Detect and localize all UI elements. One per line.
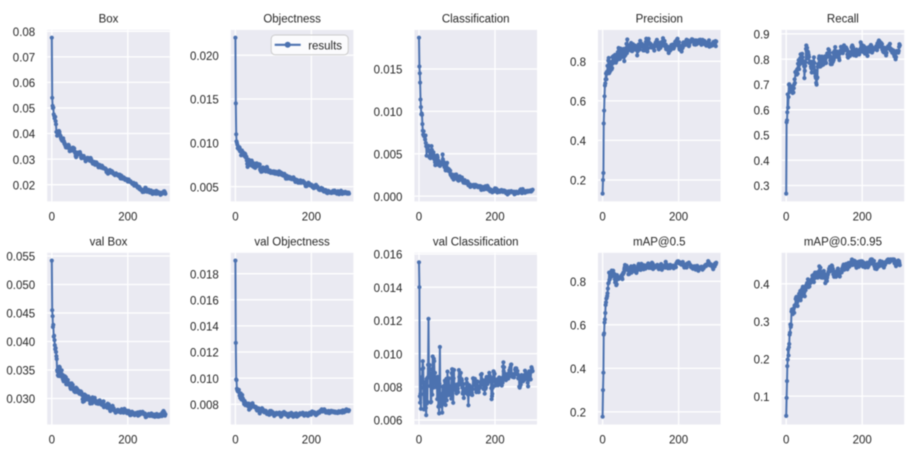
svg-text:0.035: 0.035 (6, 366, 35, 378)
svg-text:0.6: 0.6 (754, 105, 770, 117)
svg-text:0.2: 0.2 (754, 354, 770, 366)
svg-text:0.2: 0.2 (570, 408, 586, 420)
svg-text:0: 0 (232, 435, 238, 447)
svg-text:0.006: 0.006 (374, 416, 403, 428)
svg-text:0.015: 0.015 (374, 65, 403, 77)
svg-text:0.005: 0.005 (190, 182, 219, 194)
svg-text:0.3: 0.3 (754, 317, 770, 329)
svg-text:0: 0 (599, 435, 605, 447)
svg-text:0: 0 (783, 211, 789, 223)
svg-text:0.045: 0.045 (6, 309, 35, 321)
svg-text:0.014: 0.014 (374, 283, 403, 295)
svg-text:0: 0 (232, 211, 238, 223)
svg-text:0.02: 0.02 (13, 180, 35, 192)
svg-text:0.010: 0.010 (374, 107, 403, 119)
svg-text:0.010: 0.010 (190, 374, 219, 386)
svg-text:val Objectness: val Objectness (254, 237, 330, 249)
svg-text:0.008: 0.008 (374, 383, 403, 395)
svg-text:0.3: 0.3 (754, 181, 770, 193)
svg-text:0.000: 0.000 (374, 192, 403, 204)
svg-text:0.055: 0.055 (6, 252, 35, 264)
svg-text:0.05: 0.05 (13, 104, 35, 116)
svg-text:0.4: 0.4 (570, 136, 587, 148)
svg-text:0.8: 0.8 (570, 277, 586, 289)
svg-text:0: 0 (783, 435, 789, 447)
svg-text:0.4: 0.4 (754, 156, 771, 168)
svg-text:0.015: 0.015 (190, 95, 219, 107)
svg-text:0.4: 0.4 (754, 280, 771, 292)
svg-text:0.014: 0.014 (190, 322, 219, 334)
svg-text:mAP@0.5: mAP@0.5 (633, 237, 686, 249)
svg-text:200: 200 (118, 435, 137, 447)
svg-text:200: 200 (485, 211, 504, 223)
svg-text:Recall: Recall (827, 14, 859, 26)
svg-text:0.4: 0.4 (570, 364, 587, 376)
svg-text:0.8: 0.8 (570, 57, 586, 69)
svg-text:Classification: Classification (442, 14, 510, 26)
svg-text:0: 0 (49, 211, 55, 223)
svg-text:0: 0 (416, 435, 422, 447)
svg-text:200: 200 (302, 435, 321, 447)
svg-text:0.008: 0.008 (190, 400, 219, 412)
svg-text:200: 200 (669, 211, 688, 223)
svg-text:0.1: 0.1 (754, 392, 770, 404)
svg-text:0.2: 0.2 (570, 176, 586, 188)
svg-text:0.5: 0.5 (754, 131, 770, 143)
svg-text:0.6: 0.6 (570, 321, 586, 333)
svg-text:0.9: 0.9 (754, 30, 770, 42)
svg-text:0.6: 0.6 (570, 97, 586, 109)
svg-text:0.040: 0.040 (6, 337, 35, 349)
svg-text:200: 200 (853, 435, 872, 447)
svg-text:mAP@0.5:0.95: mAP@0.5:0.95 (804, 237, 882, 249)
svg-text:0.020: 0.020 (190, 51, 219, 63)
svg-text:0.010: 0.010 (374, 349, 403, 361)
svg-text:val Box: val Box (90, 237, 128, 249)
svg-text:0.06: 0.06 (13, 78, 35, 90)
svg-text:0: 0 (599, 211, 605, 223)
svg-text:Objectness: Objectness (263, 14, 321, 26)
svg-text:200: 200 (669, 435, 688, 447)
svg-text:0.08: 0.08 (13, 27, 35, 39)
svg-text:0.010: 0.010 (190, 139, 219, 151)
svg-text:results: results (308, 41, 342, 53)
svg-text:0.018: 0.018 (190, 269, 219, 281)
svg-text:200: 200 (485, 435, 504, 447)
svg-text:0: 0 (416, 211, 422, 223)
svg-text:200: 200 (853, 211, 872, 223)
svg-text:0.8: 0.8 (754, 55, 770, 67)
svg-text:0.016: 0.016 (374, 250, 403, 262)
svg-text:0.012: 0.012 (374, 316, 403, 328)
svg-text:0.03: 0.03 (13, 155, 35, 167)
svg-text:200: 200 (302, 211, 321, 223)
svg-text:0.030: 0.030 (6, 394, 35, 406)
svg-text:val Classification: val Classification (433, 237, 519, 249)
svg-text:0.04: 0.04 (13, 129, 36, 141)
svg-text:200: 200 (118, 211, 137, 223)
svg-text:0.050: 0.050 (6, 280, 35, 292)
svg-text:0.012: 0.012 (190, 348, 219, 360)
svg-text:Precision: Precision (636, 14, 683, 26)
svg-text:0.07: 0.07 (13, 53, 35, 65)
svg-text:0.7: 0.7 (754, 80, 770, 92)
svg-text:0.005: 0.005 (374, 150, 403, 162)
svg-text:0.016: 0.016 (190, 296, 219, 308)
svg-text:Box: Box (99, 14, 119, 26)
svg-text:0: 0 (49, 435, 55, 447)
